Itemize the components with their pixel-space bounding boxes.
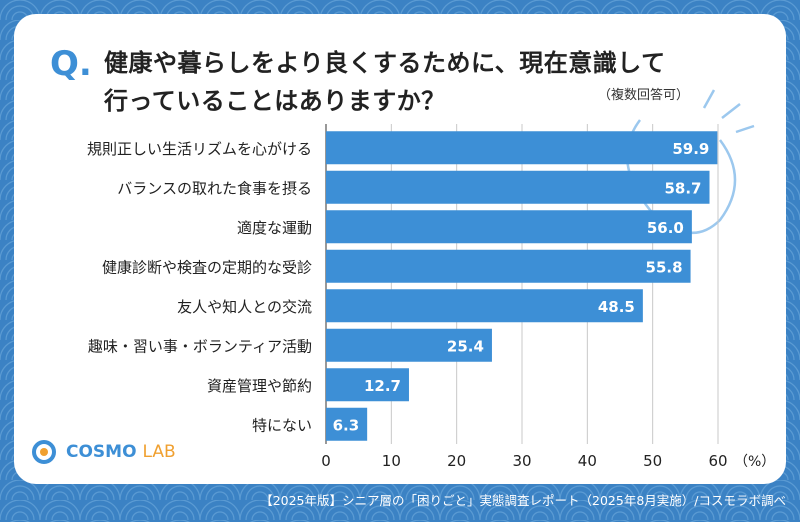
- footer: 【2025年版】シニア層の「困りごと」実態調査レポート（2025年8月実施）/コ…: [0, 486, 800, 522]
- category-label: 健康診断や検査の定期的な受診: [102, 258, 312, 276]
- question-mark-label: Q.: [50, 44, 92, 84]
- x-tick-label: 60: [708, 452, 727, 470]
- category-label: 友人や知人との交流: [177, 298, 312, 316]
- category-label: 適度な運動: [237, 219, 312, 237]
- category-label: 資産管理や節約: [207, 377, 312, 395]
- page-title: 健康や暮らしをより良くするために、現在意識して 行っていることはありますか？: [104, 44, 754, 120]
- title-line-1: 健康や暮らしをより良くするために、現在意識して: [104, 49, 666, 77]
- content-card: [14, 14, 786, 484]
- cosmo-lab-logo: COSMO LAB: [66, 442, 176, 462]
- bar: [326, 170, 710, 204]
- bar-value-label: 12.7: [364, 377, 401, 395]
- x-tick-label: 50: [643, 452, 662, 470]
- category-label: 趣味・習い事・ボランティア活動: [88, 337, 312, 355]
- bar: [326, 407, 368, 441]
- multiple-answer-note: （複数回答可）: [598, 88, 690, 103]
- category-label: バランスの取れた食事を摂る: [117, 179, 312, 197]
- cosmo-lab-logo-icon: [32, 440, 56, 464]
- title-line-2: 行っていることはありますか？: [104, 87, 446, 115]
- bar-chart: 59.9 58.7 56.0 55.8 48.5 25.4 12.7 6.3 規則正しい生活リ…: [87, 89, 775, 470]
- bar-value-label: 25.4: [447, 337, 484, 355]
- bar-value-label: 59.9: [672, 140, 709, 158]
- category-label: 特にない: [252, 416, 312, 434]
- logo-brand: COSMO: [66, 442, 137, 462]
- x-tick-label: 0: [321, 452, 331, 470]
- bar-value-label: 56.0: [647, 219, 684, 237]
- bar: [326, 328, 492, 362]
- x-tick-label: 10: [382, 452, 401, 470]
- footer-source: 【2025年版】シニア層の「困りごと」実態調査レポート（2025年8月実施）/コ…: [260, 493, 786, 508]
- x-tick-label: 30: [512, 452, 531, 470]
- bar: [326, 289, 643, 323]
- x-unit-label: （%）: [734, 454, 775, 470]
- bar-value-label: 48.5: [598, 298, 635, 316]
- category-label: 規則正しい生活リズムを心がける: [87, 140, 312, 158]
- bar: [326, 368, 409, 402]
- bar: [326, 131, 718, 165]
- bar-value-label: 58.7: [664, 179, 701, 197]
- bar-value-label: 6.3: [333, 416, 360, 434]
- bar: [326, 249, 691, 283]
- logo-suffix: LAB: [142, 442, 176, 462]
- x-tick-label: 20: [447, 452, 466, 470]
- bar: [326, 210, 692, 244]
- bar-value-label: 55.8: [646, 258, 683, 276]
- x-tick-label: 40: [578, 452, 597, 470]
